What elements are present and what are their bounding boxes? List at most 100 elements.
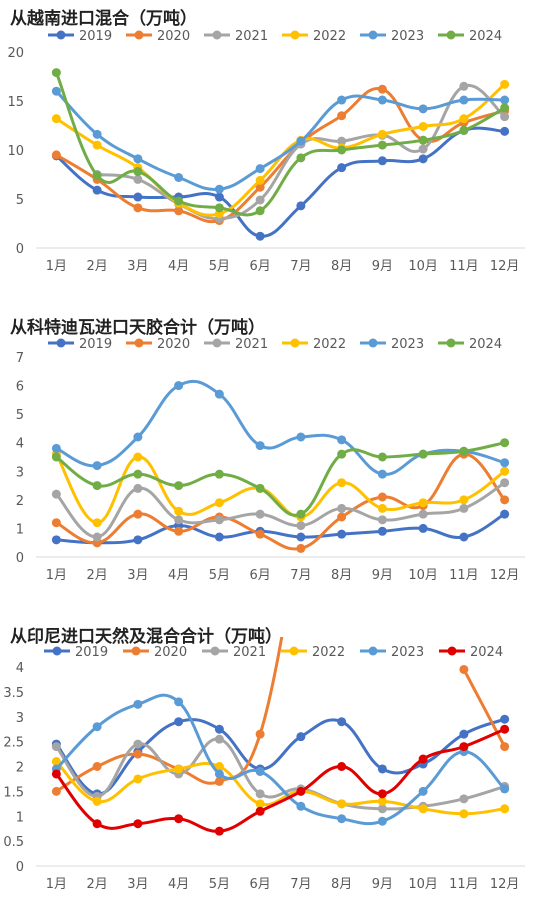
data-point	[418, 786, 428, 796]
data-point	[296, 532, 306, 542]
legend-label: 2024	[469, 337, 502, 352]
data-point	[377, 764, 387, 774]
data-point	[92, 461, 102, 471]
data-point	[500, 784, 510, 794]
data-point	[214, 532, 224, 542]
data-point	[500, 79, 510, 89]
data-point	[500, 103, 510, 113]
legend-label: 2019	[79, 29, 112, 44]
data-point	[418, 449, 428, 459]
data-point	[51, 68, 61, 78]
y-tick-label: 0	[16, 551, 24, 566]
x-tick-label: 2月	[86, 259, 107, 274]
y-tick-label: 10	[7, 144, 24, 159]
x-tick-label: 11月	[449, 259, 479, 274]
x-tick-label: 9月	[372, 877, 393, 892]
data-point	[92, 518, 102, 528]
data-point	[296, 201, 306, 211]
series-2023	[51, 379, 510, 479]
legend-marker	[290, 338, 300, 348]
data-point	[174, 481, 184, 491]
data-point	[459, 503, 469, 513]
x-tick-label: 1月	[46, 568, 67, 583]
series-2023	[51, 86, 510, 194]
data-point	[500, 724, 510, 734]
y-tick-label: 3.5	[3, 686, 24, 701]
series-2024	[51, 724, 510, 836]
chart-panel-indonesia: 从印尼进口天然及混合合计（万吨） 0 0.5 1 1.5 2 2.5 3 3.5 4 1月 2月 3月…	[0, 610, 550, 903]
legend-item: 2019	[48, 337, 112, 352]
data-point	[174, 764, 184, 774]
legend-label: 2020	[157, 337, 190, 352]
data-point	[255, 175, 265, 185]
legend-item: 2019	[48, 29, 112, 44]
chart-indonesia: 0 0.5 1 1.5 2 2.5 3 3.5 4 1月 2月 3月 4月 5月 6月 7月 8月 9月 10月 11…	[3, 637, 525, 892]
data-point	[418, 498, 428, 508]
legend-marker	[290, 30, 300, 40]
x-tick-label: 11月	[449, 877, 479, 892]
legend-item: 2023	[360, 29, 424, 44]
legend: 2019 2020 2021 2022 2023 2024	[48, 337, 502, 352]
y-tick-label: 0.5	[3, 835, 24, 850]
data-point	[459, 532, 469, 542]
y-tick-label: 6	[16, 380, 24, 395]
legend-label: 2019	[75, 645, 108, 660]
y-tick-label: 0	[16, 860, 24, 875]
y-tick-label: 5	[16, 193, 24, 208]
data-point	[51, 769, 61, 779]
x-tick-label: 12月	[490, 259, 520, 274]
data-point	[500, 458, 510, 468]
legend-item: 2019	[44, 645, 108, 660]
y-tick-label: 20	[7, 46, 24, 61]
data-point	[377, 816, 387, 826]
data-point	[459, 664, 469, 674]
x-tick-label: 10月	[408, 259, 438, 274]
legend-item: 2023	[360, 337, 424, 352]
data-point	[337, 717, 347, 727]
data-point	[418, 104, 428, 114]
data-point	[51, 518, 61, 528]
legend-marker	[446, 338, 456, 348]
legend-label: 2024	[469, 29, 502, 44]
series-2024	[51, 68, 510, 217]
data-point	[214, 192, 224, 202]
data-point	[255, 206, 265, 216]
data-point	[337, 111, 347, 121]
data-point	[133, 469, 143, 479]
data-point	[214, 762, 224, 771]
x-tick-label: 7月	[290, 877, 311, 892]
legend-label: 2020	[157, 29, 190, 44]
data-point	[500, 126, 510, 136]
x-tick-label: 7月	[290, 568, 311, 583]
legend: 2019 2020 2021 2022 2023 2024	[44, 645, 503, 660]
data-point	[51, 489, 61, 499]
data-point	[296, 521, 306, 531]
legend-marker	[446, 30, 456, 40]
y-tick-label: 4	[16, 661, 24, 676]
data-point	[51, 757, 61, 767]
legend-label: 2022	[313, 29, 346, 44]
data-point	[92, 722, 102, 732]
data-point	[133, 509, 143, 519]
data-point	[255, 806, 265, 816]
x-tick-label: 1月	[46, 259, 67, 274]
data-point	[214, 203, 224, 213]
data-point	[133, 699, 143, 709]
y-tick-label: 0	[16, 242, 24, 257]
data-point	[92, 532, 102, 542]
data-point	[296, 543, 306, 553]
data-point	[377, 156, 387, 166]
data-point	[459, 114, 469, 124]
data-point	[133, 749, 143, 759]
x-tick-label: 3月	[127, 568, 148, 583]
data-point	[133, 174, 143, 184]
data-point	[418, 144, 428, 154]
data-point	[174, 515, 184, 525]
legend-marker	[56, 30, 66, 40]
data-point	[377, 804, 387, 814]
legend-marker	[134, 30, 144, 40]
data-point	[214, 769, 224, 779]
x-tick-label: 8月	[331, 877, 352, 892]
data-point	[214, 515, 224, 525]
data-point	[296, 432, 306, 442]
